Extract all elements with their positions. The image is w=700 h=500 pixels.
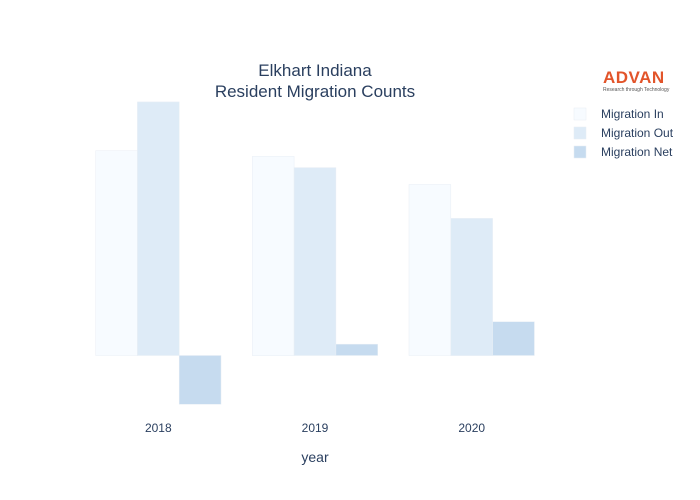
legend-swatch [573, 145, 587, 159]
x-tick-label-2018: 2018 [145, 421, 172, 435]
legend-item-migration-in[interactable]: Migration In [573, 107, 664, 121]
x-tick-label-2020: 2020 [458, 421, 485, 435]
bar-migration-out-2019[interactable] [293, 167, 337, 356]
x-axis-ticks: 2018 2019 2020 [145, 421, 485, 435]
logo-wordmark: ADVAN [603, 68, 665, 87]
legend-item-migration-out[interactable]: Migration Out [573, 126, 674, 140]
logo-tagline: Research through Technology [603, 87, 670, 93]
x-axis-title: year [301, 449, 329, 465]
bar-migration-in-2020[interactable] [408, 184, 452, 356]
legend-label: Migration Net [601, 145, 673, 159]
legend-swatch [573, 126, 587, 140]
bar-migration-out-2018[interactable] [137, 101, 180, 356]
legend-label: Migration Out [601, 126, 674, 140]
legend-label: Migration In [601, 107, 664, 121]
legend-swatch [573, 107, 587, 121]
chart-title-line-1: Elkhart Indiana [258, 61, 372, 80]
x-tick-label-2019: 2019 [302, 421, 329, 435]
bar-migration-net-2018[interactable] [178, 355, 222, 405]
bar-migration-in-2019[interactable] [252, 156, 295, 356]
chart-title-line-2: Resident Migration Counts [215, 82, 415, 101]
legend[interactable]: Migration In Migration Out Migration Net [573, 107, 674, 159]
bar-migration-in-2018[interactable] [95, 150, 138, 356]
advan-logo: ADVAN Research through Technology [603, 68, 670, 93]
bar-migration-out-2020[interactable] [450, 218, 493, 356]
legend-item-migration-net[interactable]: Migration Net [573, 145, 673, 159]
bar-migration-net-2020[interactable] [492, 321, 535, 356]
bars-group [95, 101, 535, 405]
bar-migration-net-2019[interactable] [335, 343, 378, 356]
